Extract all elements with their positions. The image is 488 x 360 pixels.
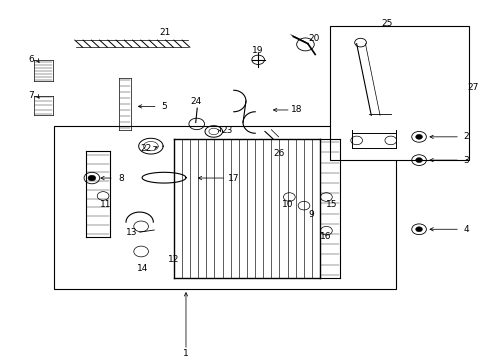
Circle shape (415, 227, 422, 232)
Text: 24: 24 (190, 97, 201, 106)
Circle shape (415, 134, 422, 139)
Text: 11: 11 (100, 200, 111, 209)
Bar (329, 26, 468, 160)
Circle shape (415, 158, 422, 163)
Text: 4: 4 (463, 225, 468, 234)
Text: 26: 26 (273, 149, 284, 158)
Text: 12: 12 (168, 255, 179, 264)
Text: 22: 22 (140, 144, 151, 153)
Bar (54, 126, 395, 289)
Text: 9: 9 (307, 211, 313, 220)
Text: 6: 6 (28, 55, 34, 64)
Text: 17: 17 (227, 174, 239, 183)
Text: 7: 7 (28, 91, 34, 100)
Text: 21: 21 (159, 28, 170, 37)
Text: 23: 23 (221, 126, 233, 135)
Text: 8: 8 (119, 174, 124, 183)
Text: 5: 5 (161, 102, 166, 111)
Text: 15: 15 (325, 200, 336, 209)
Text: 27: 27 (466, 83, 477, 92)
Text: 14: 14 (137, 264, 148, 273)
Circle shape (88, 175, 96, 181)
Text: 18: 18 (291, 105, 302, 114)
Text: 2: 2 (463, 132, 468, 141)
Text: 1: 1 (183, 349, 188, 358)
Text: 16: 16 (319, 232, 330, 241)
Text: 10: 10 (281, 200, 293, 209)
Text: 13: 13 (125, 228, 137, 237)
Text: 25: 25 (381, 19, 392, 28)
Text: 19: 19 (251, 46, 263, 55)
Text: 3: 3 (463, 156, 468, 165)
Text: 20: 20 (308, 34, 319, 43)
